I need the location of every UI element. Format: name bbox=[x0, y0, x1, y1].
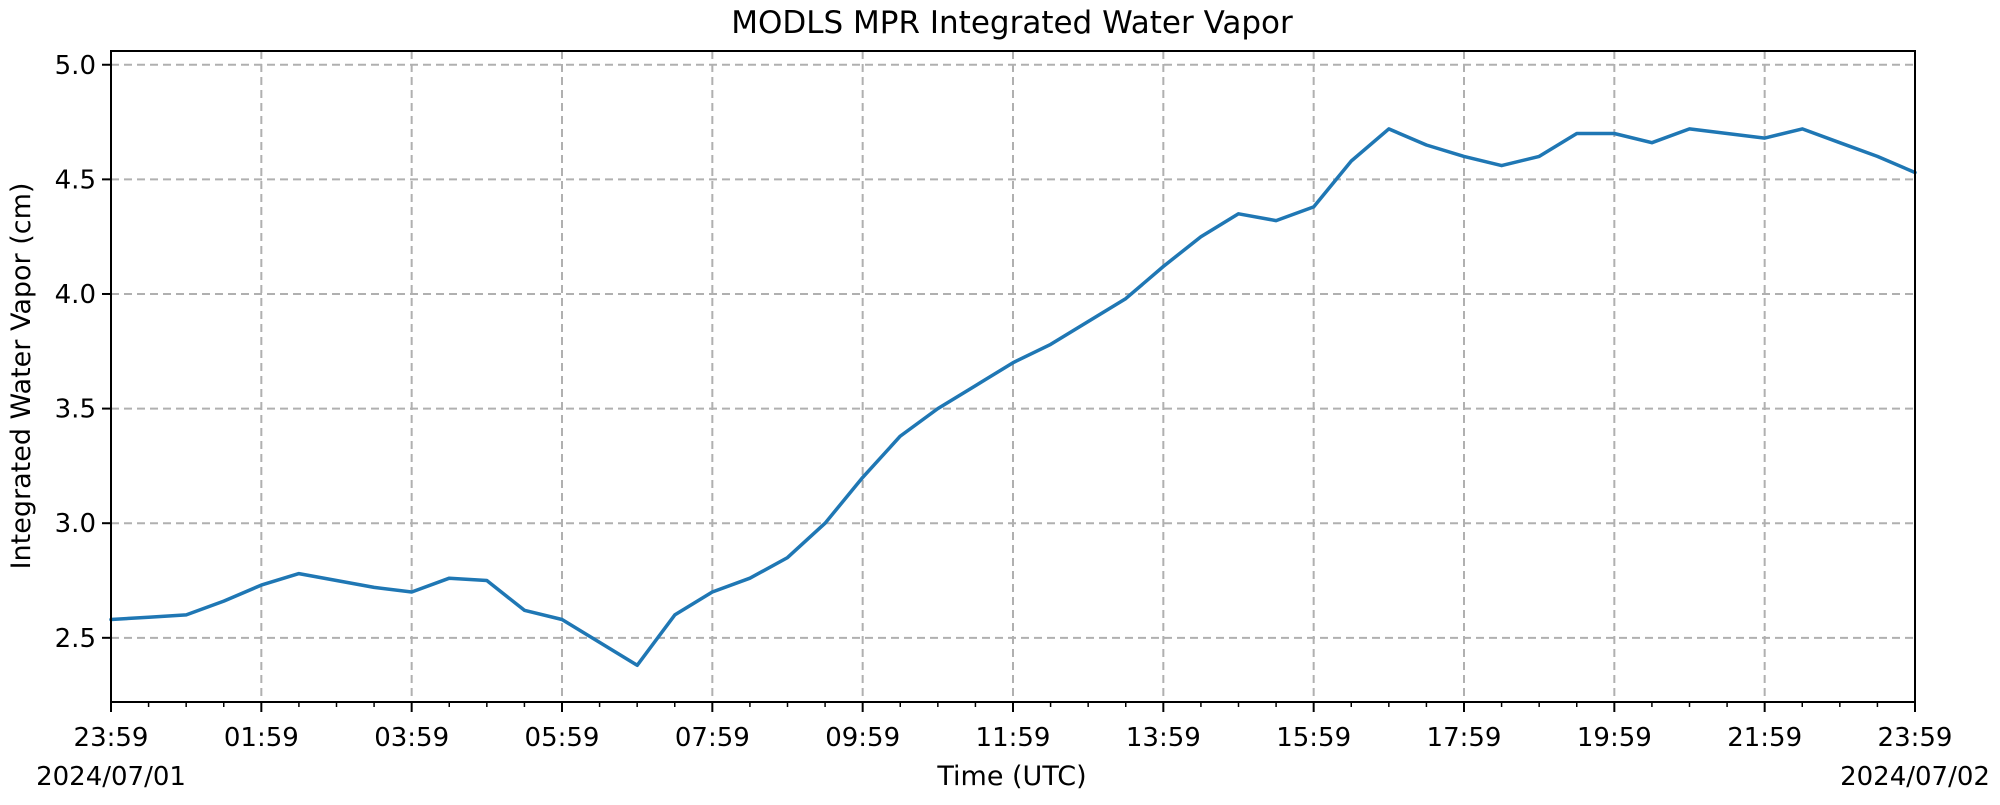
y-tick-label: 4.0 bbox=[55, 280, 96, 310]
chart-title: MODLS MPR Integrated Water Vapor bbox=[731, 5, 1293, 41]
x-tick-label: 19:59 bbox=[1577, 723, 1652, 753]
x-axis: 23:59 01:59 03:59 05:59 07:59 09:59 11:59 13:59… bbox=[74, 702, 1953, 753]
y-tick-label: 2.5 bbox=[55, 624, 96, 654]
x-tick-label: 05:59 bbox=[525, 723, 600, 753]
x-tick-label: 07:59 bbox=[675, 723, 750, 753]
x-tick-label: 15:59 bbox=[1276, 723, 1351, 753]
y-axis: 2.5 3.0 3.5 4.0 4.5 5.0 bbox=[55, 51, 111, 654]
iwv-series-line bbox=[109, 127, 1917, 668]
x-tick-label: 09:59 bbox=[825, 723, 900, 753]
y-axis-label: Integrated Water Vapor (cm) bbox=[6, 183, 37, 570]
x-tick-label: 21:59 bbox=[1727, 723, 1802, 753]
x-tick-label: 13:59 bbox=[1126, 723, 1201, 753]
gridlines bbox=[111, 51, 1915, 702]
y-tick-label: 3.5 bbox=[55, 395, 96, 425]
x-tick-label: 23:59 bbox=[74, 723, 149, 753]
x-tick-label: 17:59 bbox=[1427, 723, 1502, 753]
x-start-date-label: 2024/07/01 bbox=[36, 762, 186, 792]
x-tick-label: 23:59 bbox=[1878, 723, 1953, 753]
y-tick-label: 4.5 bbox=[55, 165, 96, 195]
x-end-date-label: 2024/07/02 bbox=[1840, 762, 1990, 792]
series-layer bbox=[109, 127, 1917, 668]
y-tick-label: 5.0 bbox=[55, 51, 96, 81]
x-tick-label: 01:59 bbox=[224, 723, 299, 753]
x-tick-label: 03:59 bbox=[374, 723, 449, 753]
y-tick-label: 3.0 bbox=[55, 509, 96, 539]
x-axis-label: Time (UTC) bbox=[936, 761, 1086, 792]
x-tick-label: 11:59 bbox=[976, 723, 1051, 753]
